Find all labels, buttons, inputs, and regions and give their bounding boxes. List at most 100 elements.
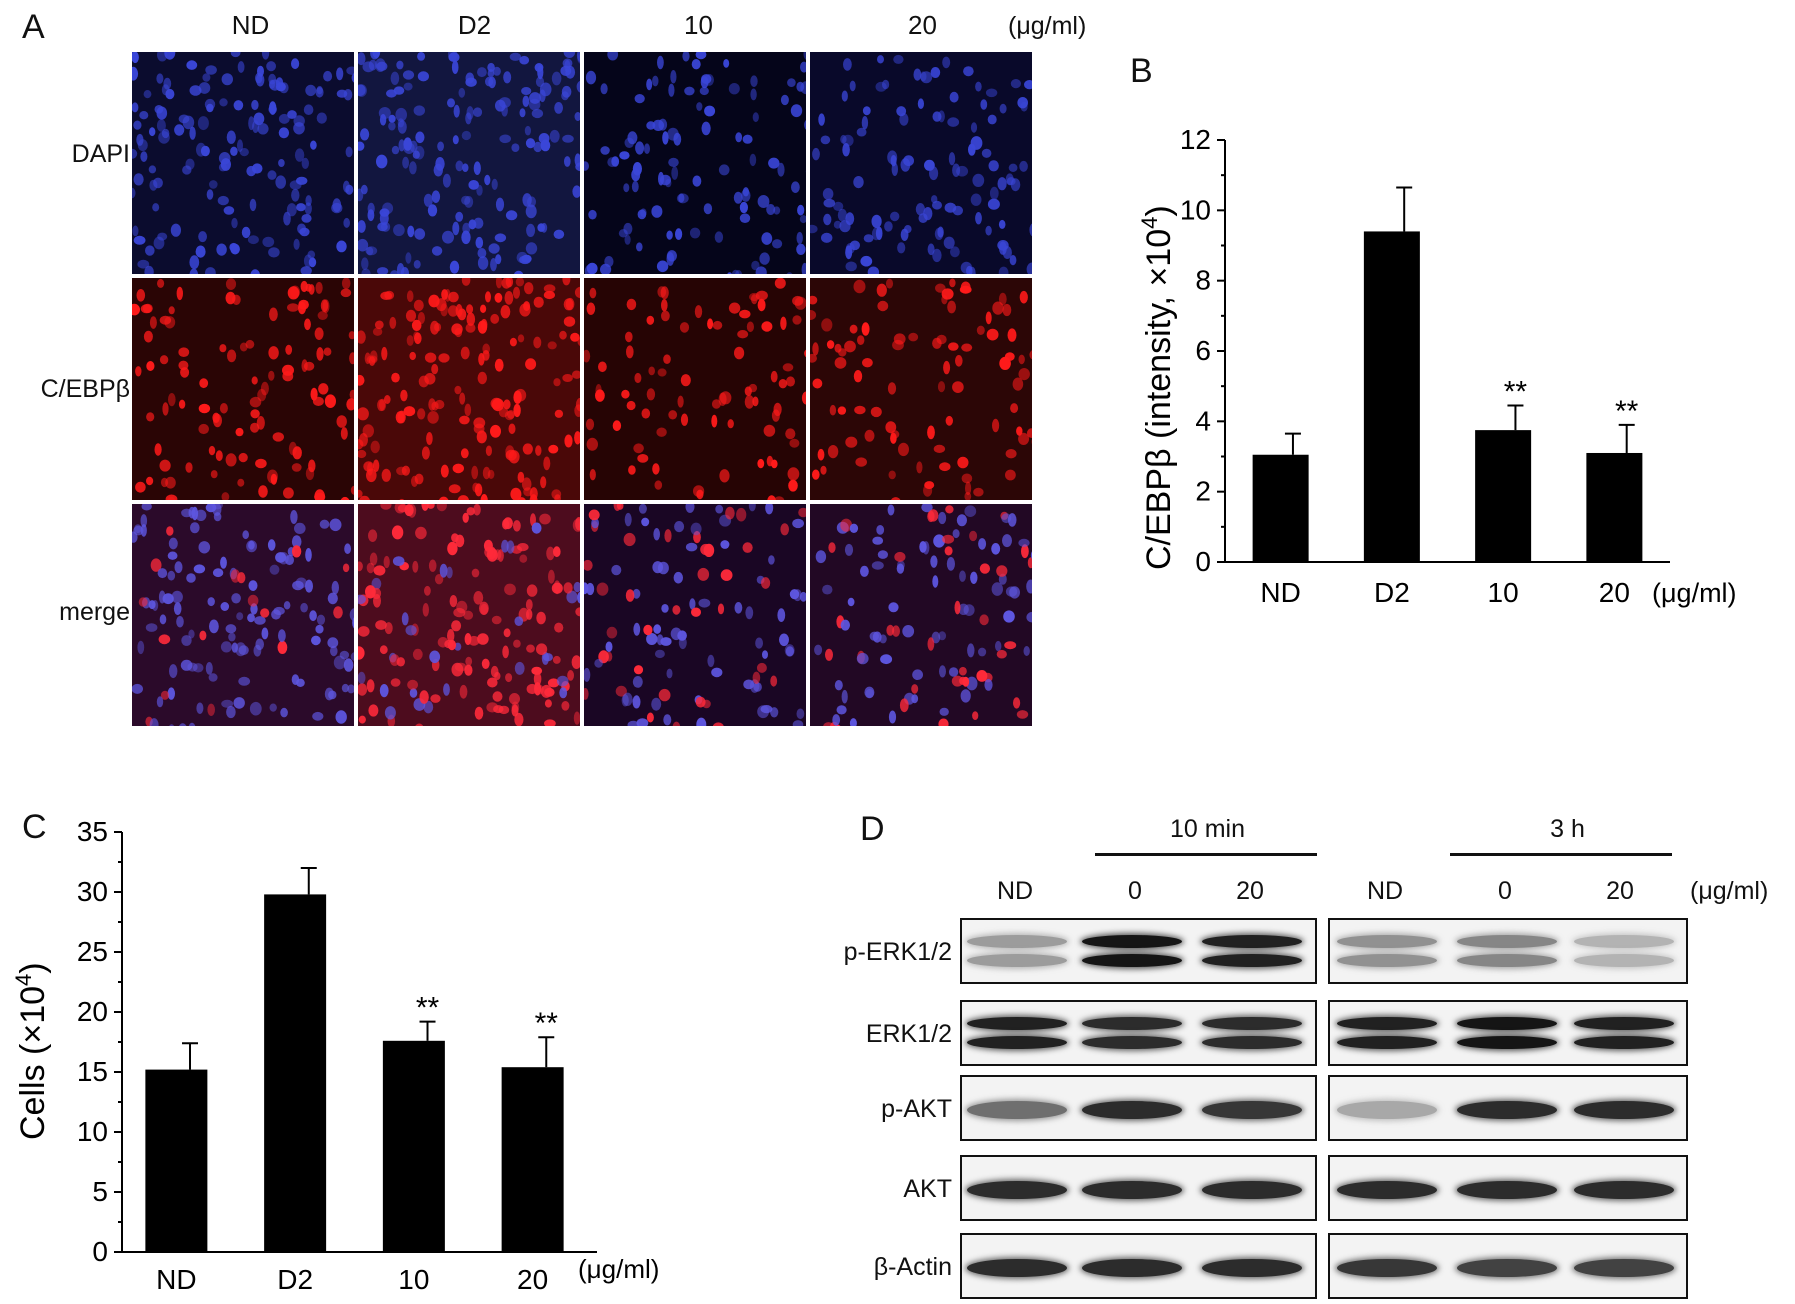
- micrograph-cebp-nd: [130, 276, 356, 502]
- micrograph-cebp-10: [582, 276, 808, 502]
- blot-panel-left: [960, 918, 1317, 984]
- significance-label: **: [1615, 395, 1639, 428]
- blot-band: [1337, 1016, 1437, 1030]
- lane-label-4: ND: [1366, 877, 1404, 905]
- bar-d2: [1363, 231, 1420, 562]
- micrograph-cebp-20: [808, 276, 1034, 502]
- blot-band: [1202, 1181, 1302, 1199]
- micrograph-merge-10: [582, 502, 808, 728]
- blot-panel-right: [1328, 1000, 1688, 1066]
- group-line-3h: [1450, 853, 1672, 856]
- x-unit-label: (μg/ml): [1652, 578, 1737, 608]
- blot-band: [1457, 1016, 1557, 1030]
- blot-band: [1337, 934, 1437, 948]
- lane-label-6: 20: [1606, 877, 1634, 905]
- panel-a-unit: (μg/ml): [1008, 12, 1087, 40]
- blot-label: β-Actin: [873, 1253, 952, 1281]
- blot-band: [967, 1016, 1067, 1030]
- blot-band: [1082, 954, 1182, 968]
- y-tick-label: 10: [77, 1116, 108, 1147]
- y-tick-label: 0: [1195, 546, 1211, 577]
- x-tick-label: 20: [1599, 577, 1630, 608]
- blot-band: [1337, 1036, 1437, 1050]
- blot-band: [1574, 934, 1674, 948]
- blot-panel-right: [1328, 1155, 1688, 1221]
- blot-band: [1202, 1101, 1302, 1119]
- x-tick-label: ND: [1260, 577, 1300, 608]
- x-unit-label: (μg/ml): [578, 1254, 659, 1284]
- x-tick-label: D2: [277, 1264, 313, 1295]
- panel-a-row-label-dapi: DAPI: [71, 140, 130, 168]
- significance-label: **: [1504, 376, 1528, 409]
- blot-band: [1337, 1101, 1437, 1119]
- blot-label: p-ERK1/2: [843, 938, 952, 966]
- y-tick-label: 12: [1180, 124, 1211, 155]
- blot-band: [1574, 1259, 1674, 1277]
- bar-20: [501, 1067, 564, 1252]
- blot-panel-right: [1328, 1075, 1688, 1141]
- y-tick-label: 35: [77, 816, 108, 847]
- micrograph-dapi-20: [808, 50, 1034, 276]
- group-label-3h: 3 h: [1550, 815, 1585, 843]
- blot-band: [1457, 934, 1557, 948]
- panel-a-col-label-d2: D2: [457, 10, 492, 40]
- micrograph-merge-20: [808, 502, 1034, 728]
- bar-10: [382, 1040, 445, 1252]
- blot-band: [1337, 1181, 1437, 1199]
- blot-band: [967, 1101, 1067, 1119]
- micrograph-grid: [130, 50, 1035, 730]
- blot-band: [967, 954, 1067, 968]
- panel-a-row-label-cebpb: C/EBPβ: [40, 375, 130, 403]
- blot-band: [1457, 1036, 1557, 1050]
- bar-d2: [264, 894, 327, 1252]
- blot-band: [1457, 954, 1557, 968]
- y-tick-label: 4: [1195, 405, 1211, 436]
- blot-band: [1574, 954, 1674, 968]
- y-tick-label: 20: [77, 996, 108, 1027]
- y-tick-label: 10: [1180, 194, 1211, 225]
- blot-band: [1337, 954, 1437, 968]
- group-line-10min: [1095, 853, 1317, 856]
- bar-nd: [145, 1069, 208, 1252]
- y-axis-label: Cells (×104): [11, 962, 52, 1140]
- x-tick-label: 10: [398, 1264, 429, 1295]
- blot-band: [1202, 1036, 1302, 1050]
- blot-band: [1202, 1016, 1302, 1030]
- lane-label-3: 20: [1236, 877, 1264, 905]
- blot-band: [967, 1259, 1067, 1277]
- blot-band: [967, 1181, 1067, 1199]
- blot-label: AKT: [903, 1175, 952, 1203]
- micrograph-cebp-d2: [356, 276, 582, 502]
- x-tick-label: ND: [156, 1264, 196, 1295]
- panel-b-letter: B: [1130, 52, 1153, 90]
- micrograph-merge-nd: [130, 502, 356, 728]
- blot-band: [1082, 1259, 1182, 1277]
- panel-c-letter: C: [22, 808, 47, 846]
- blot-panel-right: [1328, 918, 1688, 984]
- x-tick-label: 20: [517, 1264, 548, 1295]
- y-tick-label: 5: [92, 1176, 108, 1207]
- micrograph-merge-d2: [356, 502, 582, 728]
- blot-band: [1202, 954, 1302, 968]
- micrograph-dapi-10: [582, 50, 808, 276]
- blot-band: [1082, 1101, 1182, 1119]
- bar-10: [1475, 430, 1532, 562]
- micrograph-dapi-d2: [356, 50, 582, 276]
- blot-band: [1082, 1016, 1182, 1030]
- blot-label: ERK1/2: [865, 1020, 952, 1048]
- blot-band: [1457, 1101, 1557, 1119]
- bar-20: [1586, 452, 1643, 562]
- panel-a-col-label-10: 10: [684, 10, 713, 40]
- y-axis-label: C/EBPβ (intensity, ×104): [1137, 205, 1178, 570]
- blot-band: [1574, 1036, 1674, 1050]
- y-tick-label: 25: [77, 936, 108, 967]
- blot-band: [1574, 1101, 1674, 1119]
- bar-nd: [1252, 454, 1309, 562]
- significance-label: **: [416, 992, 440, 1025]
- blot-label: p-AKT: [881, 1095, 952, 1123]
- y-tick-label: 8: [1195, 265, 1211, 296]
- x-tick-label: 10: [1488, 577, 1519, 608]
- panel-b-bar-chart: 0 2 4 6 8 10 12 ND D2 ** 10 ** 20 (μg/ml) C/EBPβ (inte…: [1137, 124, 1737, 608]
- blot-band: [1082, 1036, 1182, 1050]
- lane-label-5: 0: [1498, 877, 1512, 905]
